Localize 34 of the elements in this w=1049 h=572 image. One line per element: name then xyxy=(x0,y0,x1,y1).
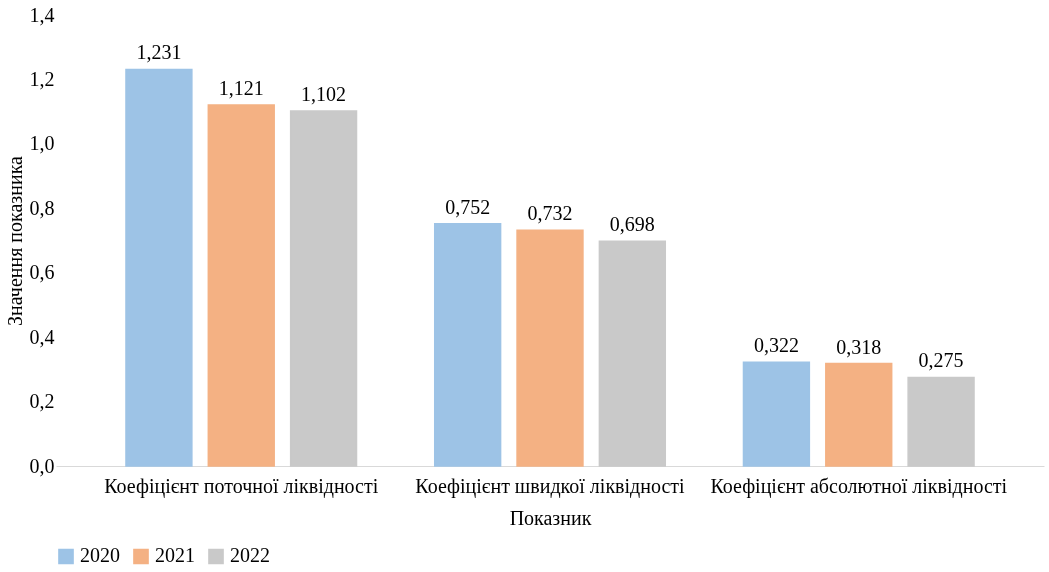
data-label: 0,732 xyxy=(527,202,573,225)
legend-label: 2020 xyxy=(80,544,120,567)
bar xyxy=(207,104,275,467)
bar xyxy=(125,68,193,467)
y-tick-label: 1,2 xyxy=(29,67,55,90)
data-label: 1,231 xyxy=(136,41,182,64)
y-tick-label: 1,4 xyxy=(29,3,55,26)
bar xyxy=(825,362,893,467)
data-label: 0,322 xyxy=(753,334,799,357)
y-tick-label: 0,6 xyxy=(29,261,55,284)
y-tick-label: 0,2 xyxy=(29,390,55,413)
bar xyxy=(742,361,811,467)
bar xyxy=(433,223,502,467)
x-tick-label: Коефіцієнт швидкої ліквідності xyxy=(415,474,686,498)
y-tick-label: 1,0 xyxy=(29,132,55,155)
legend-label: 2021 xyxy=(155,544,195,567)
y-tick-label: 0,0 xyxy=(29,454,55,477)
bar xyxy=(598,240,667,467)
bar xyxy=(516,229,584,467)
y-tick-label: 0,4 xyxy=(29,325,55,348)
y-tick-label: 0,8 xyxy=(29,196,55,219)
y-axis-title: Значення показника xyxy=(3,155,26,326)
bar xyxy=(289,110,358,467)
legend-label: 2022 xyxy=(230,544,270,567)
data-label: 0,318 xyxy=(836,335,882,358)
data-label: 0,752 xyxy=(445,195,491,218)
x-tick-label: Коефіцієнт поточної ліквідності xyxy=(104,474,379,498)
x-tick-label: Коефіцієнт абсолютної ліквідності xyxy=(710,474,1008,498)
bar xyxy=(907,376,975,467)
data-label: 0,698 xyxy=(609,213,655,236)
data-label: 1,102 xyxy=(301,83,347,105)
x-axis-title: Показник xyxy=(509,506,592,529)
data-label: 0,275 xyxy=(918,349,964,372)
data-label: 1,121 xyxy=(218,76,264,99)
